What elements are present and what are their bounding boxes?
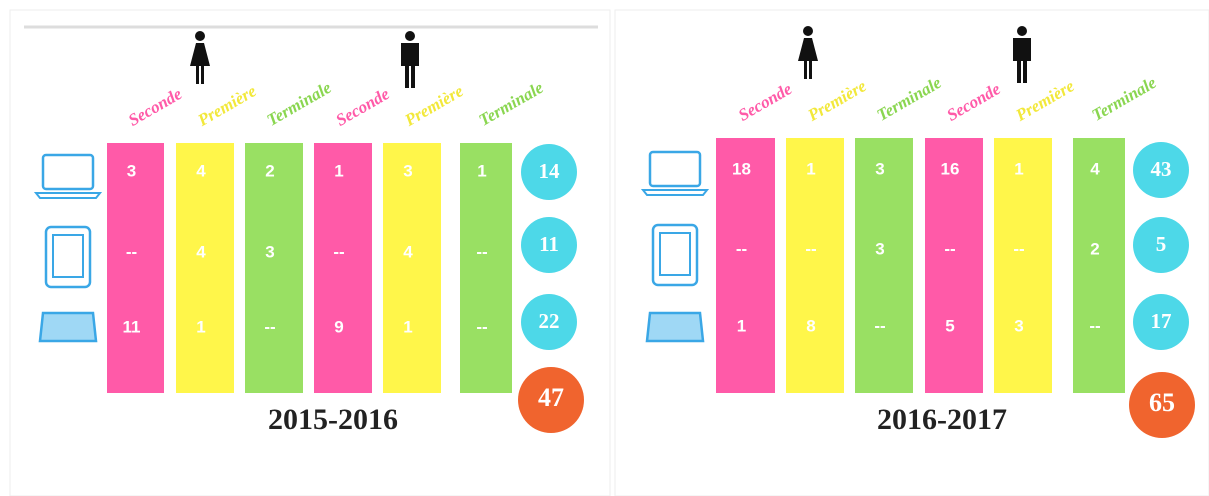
male-icon [1013, 26, 1031, 83]
cell-value: 3 [403, 161, 412, 180]
tablet-icon [651, 223, 699, 287]
cell-value: -- [805, 239, 816, 258]
total-badge [1133, 217, 1189, 273]
column [176, 143, 234, 393]
cell-value: 18 [732, 159, 751, 178]
wide-tablet-icon [645, 311, 705, 343]
laptop-icon [41, 153, 95, 191]
year-label: 2015-2016 [268, 403, 398, 436]
cell-value: 1 [477, 161, 486, 180]
cell-value: 9 [334, 317, 343, 336]
total-value: 43 [1151, 157, 1172, 181]
body [1013, 38, 1031, 83]
total-value: 11 [539, 232, 559, 256]
head [405, 31, 415, 41]
cell-value: 1 [334, 161, 343, 180]
cell-value: 3 [265, 242, 274, 261]
female-icon [798, 26, 818, 79]
cell-value: -- [126, 242, 137, 261]
male-icon [401, 31, 419, 88]
grand-total: 47 [538, 383, 564, 412]
total-value: 22 [539, 309, 560, 333]
cell-value: -- [476, 317, 487, 336]
cell-value: -- [736, 239, 747, 258]
cell-value: 3 [875, 239, 884, 258]
column [994, 138, 1052, 393]
wide-tablet-icon [38, 311, 98, 343]
column [314, 143, 372, 393]
cell-value: 3 [875, 159, 884, 178]
body [190, 43, 210, 84]
cell-value: -- [944, 239, 955, 258]
cell-value: 4 [403, 242, 413, 261]
grand-total-badge [1129, 372, 1195, 438]
cell-value: -- [333, 242, 344, 261]
cell-value: -- [1089, 316, 1100, 335]
column [383, 143, 441, 393]
cell-value: -- [476, 242, 487, 261]
body [798, 38, 818, 79]
tablet-screen [52, 234, 84, 278]
female-icon [190, 31, 210, 84]
total-badge [521, 144, 577, 200]
cell-value: 1 [1014, 159, 1023, 178]
total-value: 17 [1151, 309, 1172, 333]
cell-value: 4 [196, 242, 206, 261]
cell-value: 1 [737, 316, 746, 335]
head [195, 31, 205, 41]
cell-value: 4 [196, 161, 206, 180]
laptop-icon [648, 150, 702, 188]
total-badge [1133, 294, 1189, 350]
body [401, 43, 419, 88]
total-badge [521, 294, 577, 350]
grand-total: 65 [1149, 388, 1175, 417]
cell-value: 2 [1090, 239, 1099, 258]
year-label: 2016-2017 [877, 403, 1007, 436]
cell-value: 4 [1090, 159, 1100, 178]
column [107, 143, 164, 393]
cell-value: 2 [265, 161, 274, 180]
cell-value: 1 [403, 317, 412, 336]
column [245, 143, 303, 393]
grand-total-badge [518, 367, 584, 433]
head [803, 26, 813, 36]
cell-value: 16 [941, 159, 960, 178]
cell-value: 8 [806, 316, 815, 335]
cell-value: 1 [196, 317, 205, 336]
cell-value: 11 [123, 317, 141, 336]
total-badge [1133, 142, 1189, 198]
total-value: 5 [1156, 232, 1167, 256]
tablet-screen [659, 232, 691, 276]
cell-value: -- [874, 316, 885, 335]
total-value: 14 [539, 159, 561, 183]
laptop-base [33, 192, 103, 199]
column [1073, 138, 1125, 393]
cell-value: 3 [1014, 316, 1023, 335]
cell-value: 5 [945, 316, 954, 335]
column [460, 143, 512, 393]
head [1017, 26, 1027, 36]
column [786, 138, 844, 393]
column [716, 138, 775, 393]
total-badge [521, 217, 577, 273]
column [925, 138, 983, 393]
cell-value: 3 [127, 161, 136, 180]
column [855, 138, 913, 393]
cell-value: -- [264, 317, 275, 336]
tablet-icon [44, 225, 92, 289]
cell-value: 1 [806, 159, 815, 178]
cell-value: -- [1013, 239, 1024, 258]
laptop-base [640, 189, 710, 196]
